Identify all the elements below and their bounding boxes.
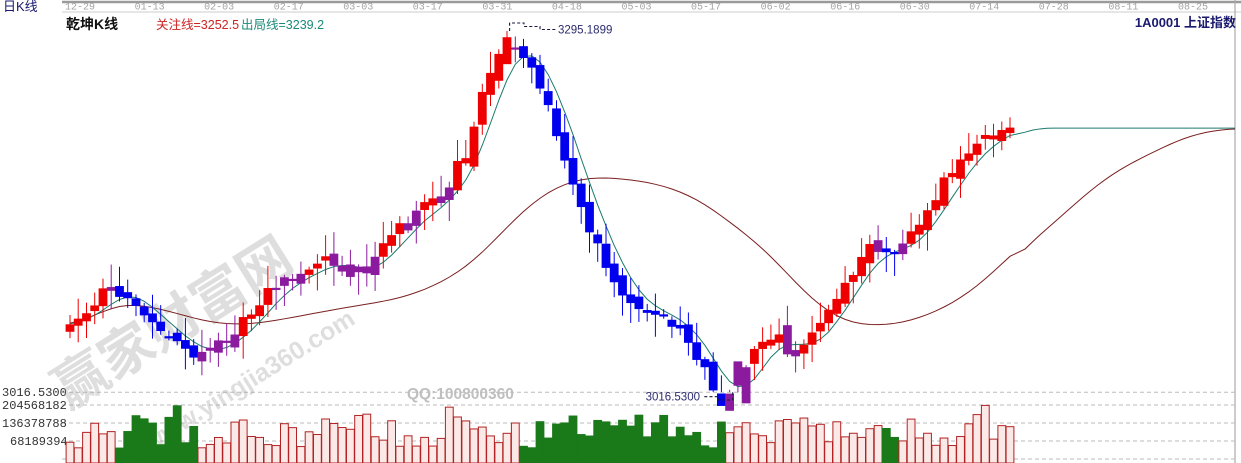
svg-text:02-03: 02-03 bbox=[204, 3, 234, 14]
svg-text:06-02: 06-02 bbox=[761, 3, 791, 14]
svg-text:03-31: 03-31 bbox=[482, 3, 512, 14]
svg-text:08-11: 08-11 bbox=[1108, 3, 1138, 14]
svg-text:204568182: 204568182 bbox=[2, 399, 67, 413]
svg-text:07-28: 07-28 bbox=[1039, 3, 1069, 14]
svg-text:08-25: 08-25 bbox=[1178, 3, 1208, 14]
svg-text:06-30: 06-30 bbox=[900, 3, 930, 14]
svg-text:3016.5300: 3016.5300 bbox=[646, 392, 700, 404]
svg-text:日K线: 日K线 bbox=[3, 0, 38, 14]
svg-text:01-13: 01-13 bbox=[135, 3, 165, 14]
svg-text:乾坤K线: 乾坤K线 bbox=[66, 16, 118, 32]
svg-text:02-17: 02-17 bbox=[274, 3, 304, 14]
svg-text:03-03: 03-03 bbox=[343, 3, 373, 14]
svg-text:03-17: 03-17 bbox=[413, 3, 443, 14]
svg-text:QQ:100800360: QQ:100800360 bbox=[407, 386, 514, 403]
svg-text:68189394: 68189394 bbox=[10, 435, 68, 449]
svg-text:3295.1899: 3295.1899 bbox=[558, 25, 612, 37]
svg-text:关注线=3252.5: 关注线=3252.5 bbox=[156, 17, 239, 32]
svg-text:136378788: 136378788 bbox=[2, 417, 67, 431]
svg-text:05-03: 05-03 bbox=[622, 3, 652, 14]
svg-text:出局线=3239.2: 出局线=3239.2 bbox=[241, 18, 324, 32]
svg-text:04-18: 04-18 bbox=[552, 3, 582, 14]
svg-text:07-14: 07-14 bbox=[969, 3, 999, 14]
svg-text:05-17: 05-17 bbox=[691, 3, 721, 14]
svg-text:1A0001 上证指数: 1A0001 上证指数 bbox=[1135, 15, 1236, 30]
svg-text:06-16: 06-16 bbox=[830, 3, 860, 14]
svg-text:12-29: 12-29 bbox=[65, 3, 95, 14]
